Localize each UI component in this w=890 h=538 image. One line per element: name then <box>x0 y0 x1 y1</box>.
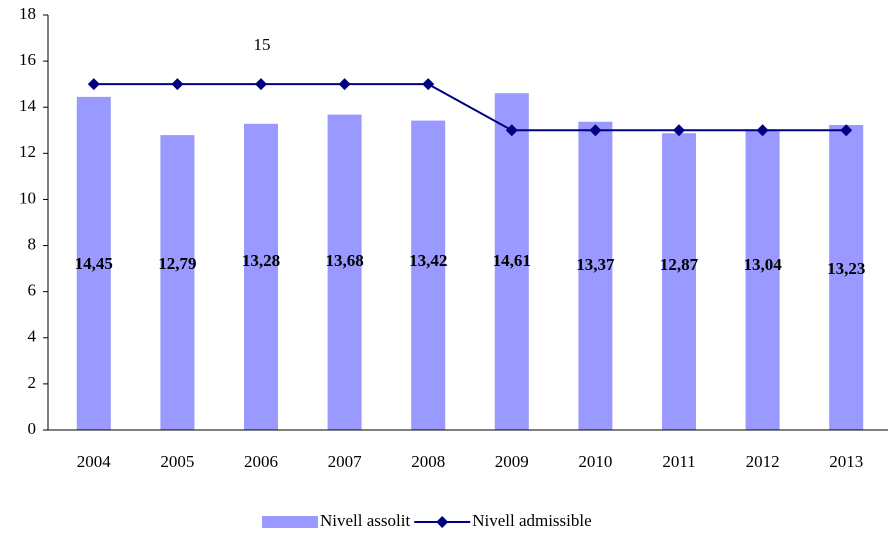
value-label: 14,45 <box>75 254 113 273</box>
y-tick-label: 18 <box>19 4 36 23</box>
value-label: 13,28 <box>242 251 280 270</box>
marker <box>422 78 435 91</box>
value-label: 13,42 <box>409 251 447 270</box>
marker <box>505 124 518 137</box>
bar <box>578 121 613 430</box>
x-tick-label: 2005 <box>160 452 194 471</box>
line <box>93 83 847 132</box>
y-tick-label: 8 <box>28 234 37 253</box>
x-tick-label: 2007 <box>328 452 363 471</box>
value-label: 14,61 <box>493 251 531 270</box>
marker <box>673 124 685 137</box>
x-tick-label: 2013 <box>829 452 863 471</box>
bar <box>76 96 111 430</box>
legend-swatch <box>262 516 318 528</box>
legend-label: Nivell admissible <box>472 511 591 530</box>
bar <box>327 114 362 430</box>
y-tick-label: 16 <box>19 50 36 69</box>
y-tick-label: 0 <box>28 419 37 438</box>
y-tick-label: 12 <box>19 142 36 161</box>
value-label: 13,68 <box>325 251 363 270</box>
y-tick-label: 4 <box>28 327 37 346</box>
value-label: 13,37 <box>576 255 615 274</box>
bar <box>244 123 278 431</box>
legend-marker <box>436 516 449 528</box>
bar <box>829 124 864 430</box>
bar <box>662 133 696 430</box>
x-tick-label: 2004 <box>77 452 112 471</box>
bar <box>745 129 780 430</box>
marker <box>171 78 184 91</box>
marker <box>756 124 769 137</box>
x-tick-label: 2008 <box>411 452 445 471</box>
x-tick-label: 2012 <box>746 452 780 471</box>
bar <box>494 93 529 431</box>
bar <box>160 135 195 430</box>
bar <box>411 120 446 430</box>
annotation: 15 <box>254 35 271 54</box>
x-tick-label: 2009 <box>495 452 529 471</box>
marker <box>338 78 351 91</box>
legend-label: Nivell assolit <box>320 511 410 530</box>
marker <box>840 124 853 137</box>
x-tick-label: 2006 <box>244 452 278 471</box>
value-label: 13,04 <box>743 255 782 274</box>
marker <box>255 78 267 91</box>
value-label: 12,87 <box>660 255 699 274</box>
x-tick-label: 2010 <box>578 452 612 471</box>
value-label: 12,79 <box>158 254 196 273</box>
x-tick-label: 2011 <box>662 452 695 471</box>
marker <box>589 124 602 137</box>
y-tick-label: 2 <box>28 373 37 392</box>
value-label: 13,23 <box>827 259 865 278</box>
y-tick-label: 6 <box>28 281 37 300</box>
y-tick-label: 10 <box>19 188 36 207</box>
marker <box>87 78 100 91</box>
y-tick-label: 14 <box>19 96 37 115</box>
